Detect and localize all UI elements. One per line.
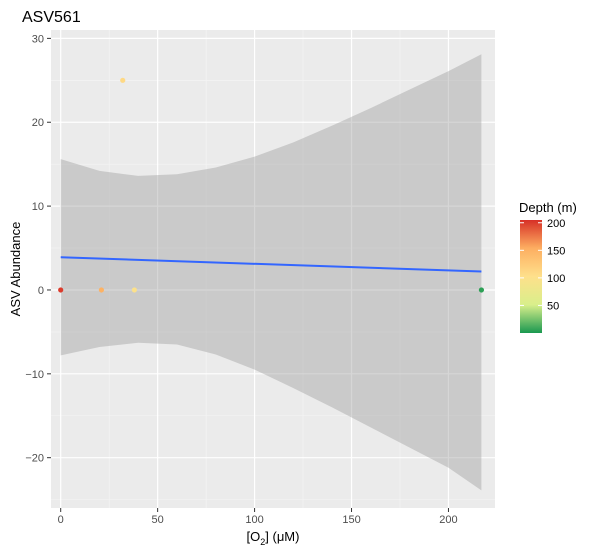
confidence-band bbox=[60, 54, 482, 491]
x-axis-title: [O2] (μM) bbox=[247, 529, 300, 547]
fit-line-group bbox=[60, 256, 482, 273]
y-tick-label: 20 bbox=[32, 117, 44, 129]
x-tick-label: 150 bbox=[342, 514, 360, 526]
y-tick-label: 0 bbox=[38, 285, 44, 297]
legend-tick-label: 50 bbox=[547, 300, 559, 312]
legend-title: Depth (m) bbox=[519, 200, 577, 215]
data-point bbox=[478, 287, 485, 293]
data-points bbox=[58, 77, 485, 293]
legend-ticks: 50 100 150 200 bbox=[520, 218, 565, 312]
y-tick-label: 30 bbox=[32, 33, 44, 45]
confidence-band-group bbox=[60, 54, 482, 491]
y-tick-label: 10 bbox=[32, 201, 44, 213]
y-axis-ticks: −20 −10 0 10 20 30 bbox=[25, 33, 51, 465]
data-point bbox=[120, 77, 126, 83]
chart-title: ASV561 bbox=[22, 9, 81, 26]
data-point bbox=[58, 287, 64, 293]
data-point bbox=[131, 287, 137, 293]
x-tick-label: 0 bbox=[58, 514, 64, 526]
fit-line bbox=[60, 256, 482, 273]
legend: Depth (m) 50 100 150 200 bbox=[519, 200, 577, 333]
y-tick-label: −10 bbox=[25, 369, 44, 381]
y-axis-title: ASV Abundance bbox=[8, 222, 23, 317]
legend-tick-label: 100 bbox=[547, 273, 565, 285]
data-point bbox=[98, 287, 105, 293]
x-tick-label: 50 bbox=[152, 514, 164, 526]
legend-tick-label: 150 bbox=[547, 245, 565, 257]
y-tick-label: −20 bbox=[25, 453, 44, 465]
legend-colorbar bbox=[520, 220, 542, 333]
x-axis-ticks: 0 50 100 150 200 bbox=[58, 508, 458, 526]
legend-tick-label: 200 bbox=[547, 218, 565, 230]
x-tick-label: 100 bbox=[245, 514, 263, 526]
grid-lines bbox=[51, 30, 495, 508]
x-tick-label: 200 bbox=[439, 514, 457, 526]
